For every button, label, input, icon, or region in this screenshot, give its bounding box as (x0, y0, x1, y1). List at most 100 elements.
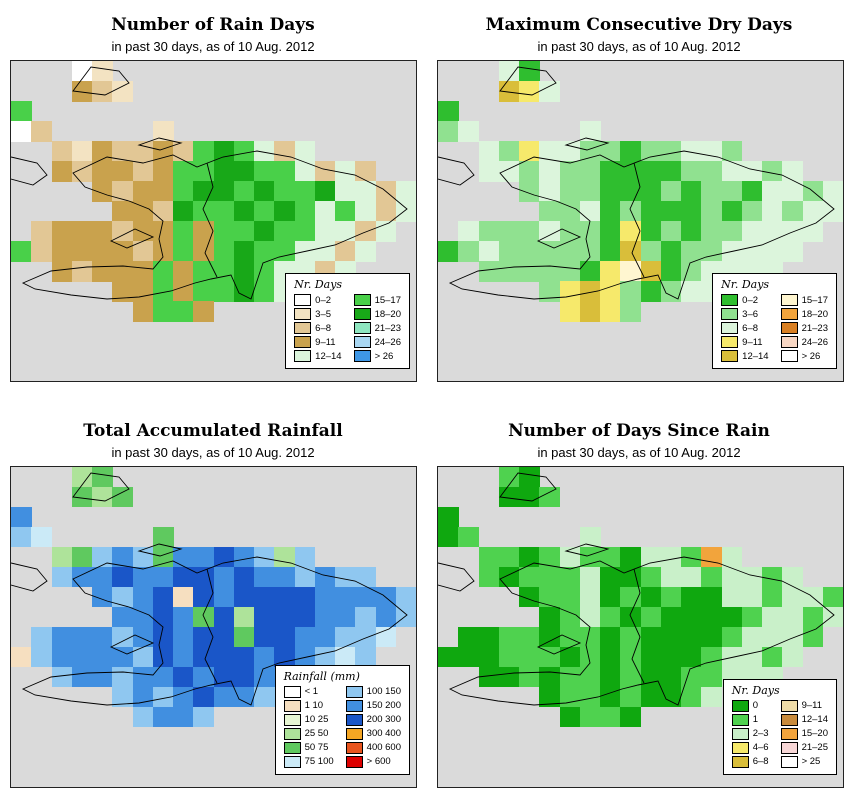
raster-cell (762, 566, 783, 587)
raster-cell (193, 586, 214, 607)
raster-cell (395, 606, 416, 627)
raster-cell (274, 161, 295, 182)
raster-cell (395, 201, 416, 222)
legend-label: 15–17 (801, 294, 828, 306)
legend-entry: 15–17 (353, 294, 401, 306)
map-plot: Nr. Days 0–2 3–6 6–8 9–11 12–14 15–17 18–20 21–… (437, 60, 844, 382)
legend-label: 3–5 (315, 308, 332, 320)
raster-cell (335, 181, 356, 202)
raster-cell (660, 281, 682, 302)
raster-cell (112, 261, 133, 282)
legend-label: 9–11 (315, 336, 336, 348)
raster-cell (112, 486, 133, 507)
raster-cell (660, 141, 682, 162)
raster-cell (213, 546, 235, 567)
raster-cell (173, 201, 194, 222)
raster-cell (782, 241, 803, 262)
raster-cell (152, 301, 174, 322)
raster-cell (193, 241, 214, 262)
raster-cell (314, 606, 336, 627)
legend-entry: 75 100 (283, 755, 334, 768)
raster-cell (640, 261, 662, 282)
raster-cell (519, 666, 540, 687)
raster-cell (112, 161, 133, 182)
raster-cell (152, 566, 174, 587)
legend-label: 1 10 (304, 700, 324, 711)
raster-cell (274, 546, 295, 567)
raster-cell (213, 586, 235, 607)
raster-cell (519, 466, 540, 487)
raster-cell (579, 686, 601, 707)
raster-cell (640, 606, 662, 627)
raster-cell (498, 141, 520, 162)
raster-cell (478, 161, 500, 182)
raster-cell (438, 101, 459, 122)
raster-cell (782, 566, 803, 587)
raster-cell (294, 201, 316, 222)
raster-cell (559, 706, 581, 727)
raster-cell (741, 241, 763, 262)
raster-cell (539, 686, 560, 707)
raster-cell (132, 666, 154, 687)
legend-label: 6–8 (315, 322, 332, 334)
raster-cell (31, 626, 52, 647)
legend-entry: 9–11 (294, 336, 341, 348)
legend-swatch (294, 350, 312, 362)
legend-entry: 150 200 (345, 699, 401, 712)
raster-cell (640, 566, 662, 587)
legend-entry: 15–17 (780, 294, 828, 306)
panel-title: Number of Days Since Rain (508, 420, 770, 441)
legend-label: 0–2 (742, 294, 759, 306)
panel-rain-days: Number of Rain Days in past 30 days, as … (0, 8, 426, 388)
raster-cell (335, 586, 356, 607)
raster-cell (132, 626, 154, 647)
legend-label: > 25 (801, 756, 821, 767)
raster-cell (741, 586, 763, 607)
raster-cell (559, 241, 581, 262)
raster-cell (600, 626, 621, 647)
raster-cell (579, 181, 601, 202)
panel-title: Maximum Consecutive Dry Days (485, 15, 793, 36)
raster-cell (193, 161, 214, 182)
raster-cell (11, 121, 32, 142)
raster-cell (294, 586, 316, 607)
panel-header: Maximum Consecutive Dry Days in past 30 … (426, 8, 852, 60)
legend-label: 9–11 (801, 700, 823, 711)
raster-cell (314, 161, 336, 182)
raster-cell (152, 181, 174, 202)
raster-cell (335, 241, 356, 262)
raster-cell (71, 161, 93, 182)
raster-cell (681, 546, 702, 567)
legend-column: 15–17 18–20 21–23 24–26 > 26 (780, 294, 828, 362)
legend-label: < 1 (304, 686, 319, 697)
raster-cell (112, 221, 133, 242)
raster-cell (71, 466, 93, 487)
raster-cell (681, 566, 702, 587)
raster-cell (681, 686, 702, 707)
raster-cell (152, 686, 174, 707)
raster-cell (233, 606, 255, 627)
raster-cell (294, 221, 316, 242)
raster-cell (620, 566, 641, 587)
map-legend: Rainfall (mm) < 1 1 10 10 25 25 50 50 75 75 1… (274, 664, 410, 775)
legend-swatch (780, 699, 798, 712)
raster-cell (294, 626, 316, 647)
raster-cell (112, 81, 133, 102)
raster-cell (132, 161, 154, 182)
raster-cell (478, 141, 500, 162)
raster-cell (539, 181, 560, 202)
legend-swatch (345, 727, 363, 740)
raster-cell (132, 261, 154, 282)
raster-cell (640, 281, 662, 302)
legend-entry: 15–20 (780, 727, 828, 740)
raster-cell (233, 201, 255, 222)
raster-cell (701, 546, 722, 567)
raster-cell (274, 566, 295, 587)
raster-cell (579, 666, 601, 687)
raster-cell (559, 201, 581, 222)
raster-cell (660, 666, 682, 687)
raster-cell (782, 161, 803, 182)
raster-cell (335, 626, 356, 647)
raster-cell (498, 486, 520, 507)
raster-cell (579, 586, 601, 607)
